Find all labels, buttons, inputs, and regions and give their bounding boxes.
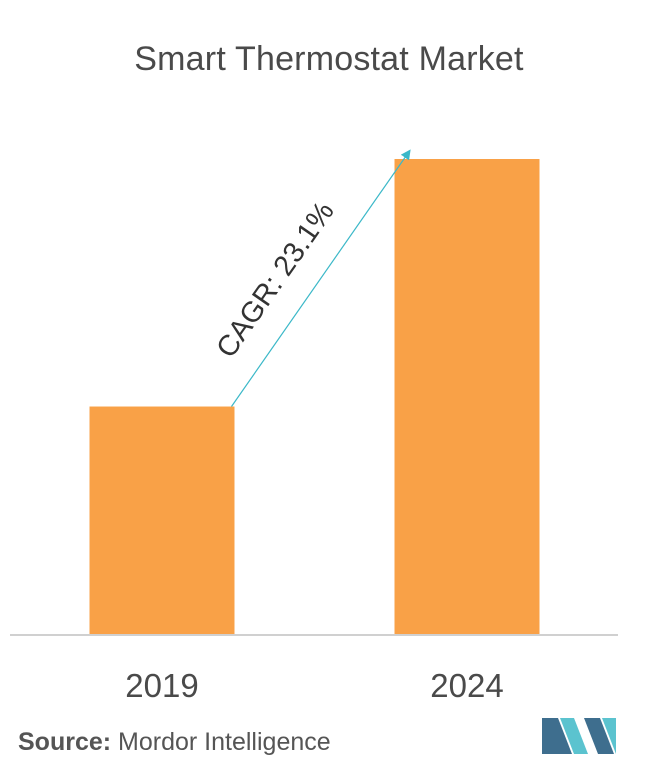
logo-shape-mid — [560, 718, 588, 754]
mordor-intelligence-logo — [542, 718, 616, 754]
logo-shape-right-accent — [602, 718, 616, 754]
chart-title: Smart Thermostat Market — [134, 40, 524, 78]
cagr-annotation: CAGR: 23.1% — [210, 196, 340, 364]
cagr-arrow — [231, 149, 411, 407]
x-tick-label-2024: 2024 — [430, 667, 503, 704]
source-label: Source: — [18, 728, 112, 756]
bar-2019 — [89, 406, 235, 635]
bar-2024 — [394, 159, 540, 635]
source-footer: Source: Mordor Intelligence — [18, 728, 331, 757]
bar-chart: 2019 2024 CAGR: 23.1% — [10, 149, 618, 704]
x-tick-label-2019: 2019 — [125, 667, 198, 704]
logo-shape-right — [584, 718, 614, 754]
logo-shape-left — [542, 718, 572, 754]
source-text: Mordor Intelligence — [111, 728, 331, 756]
